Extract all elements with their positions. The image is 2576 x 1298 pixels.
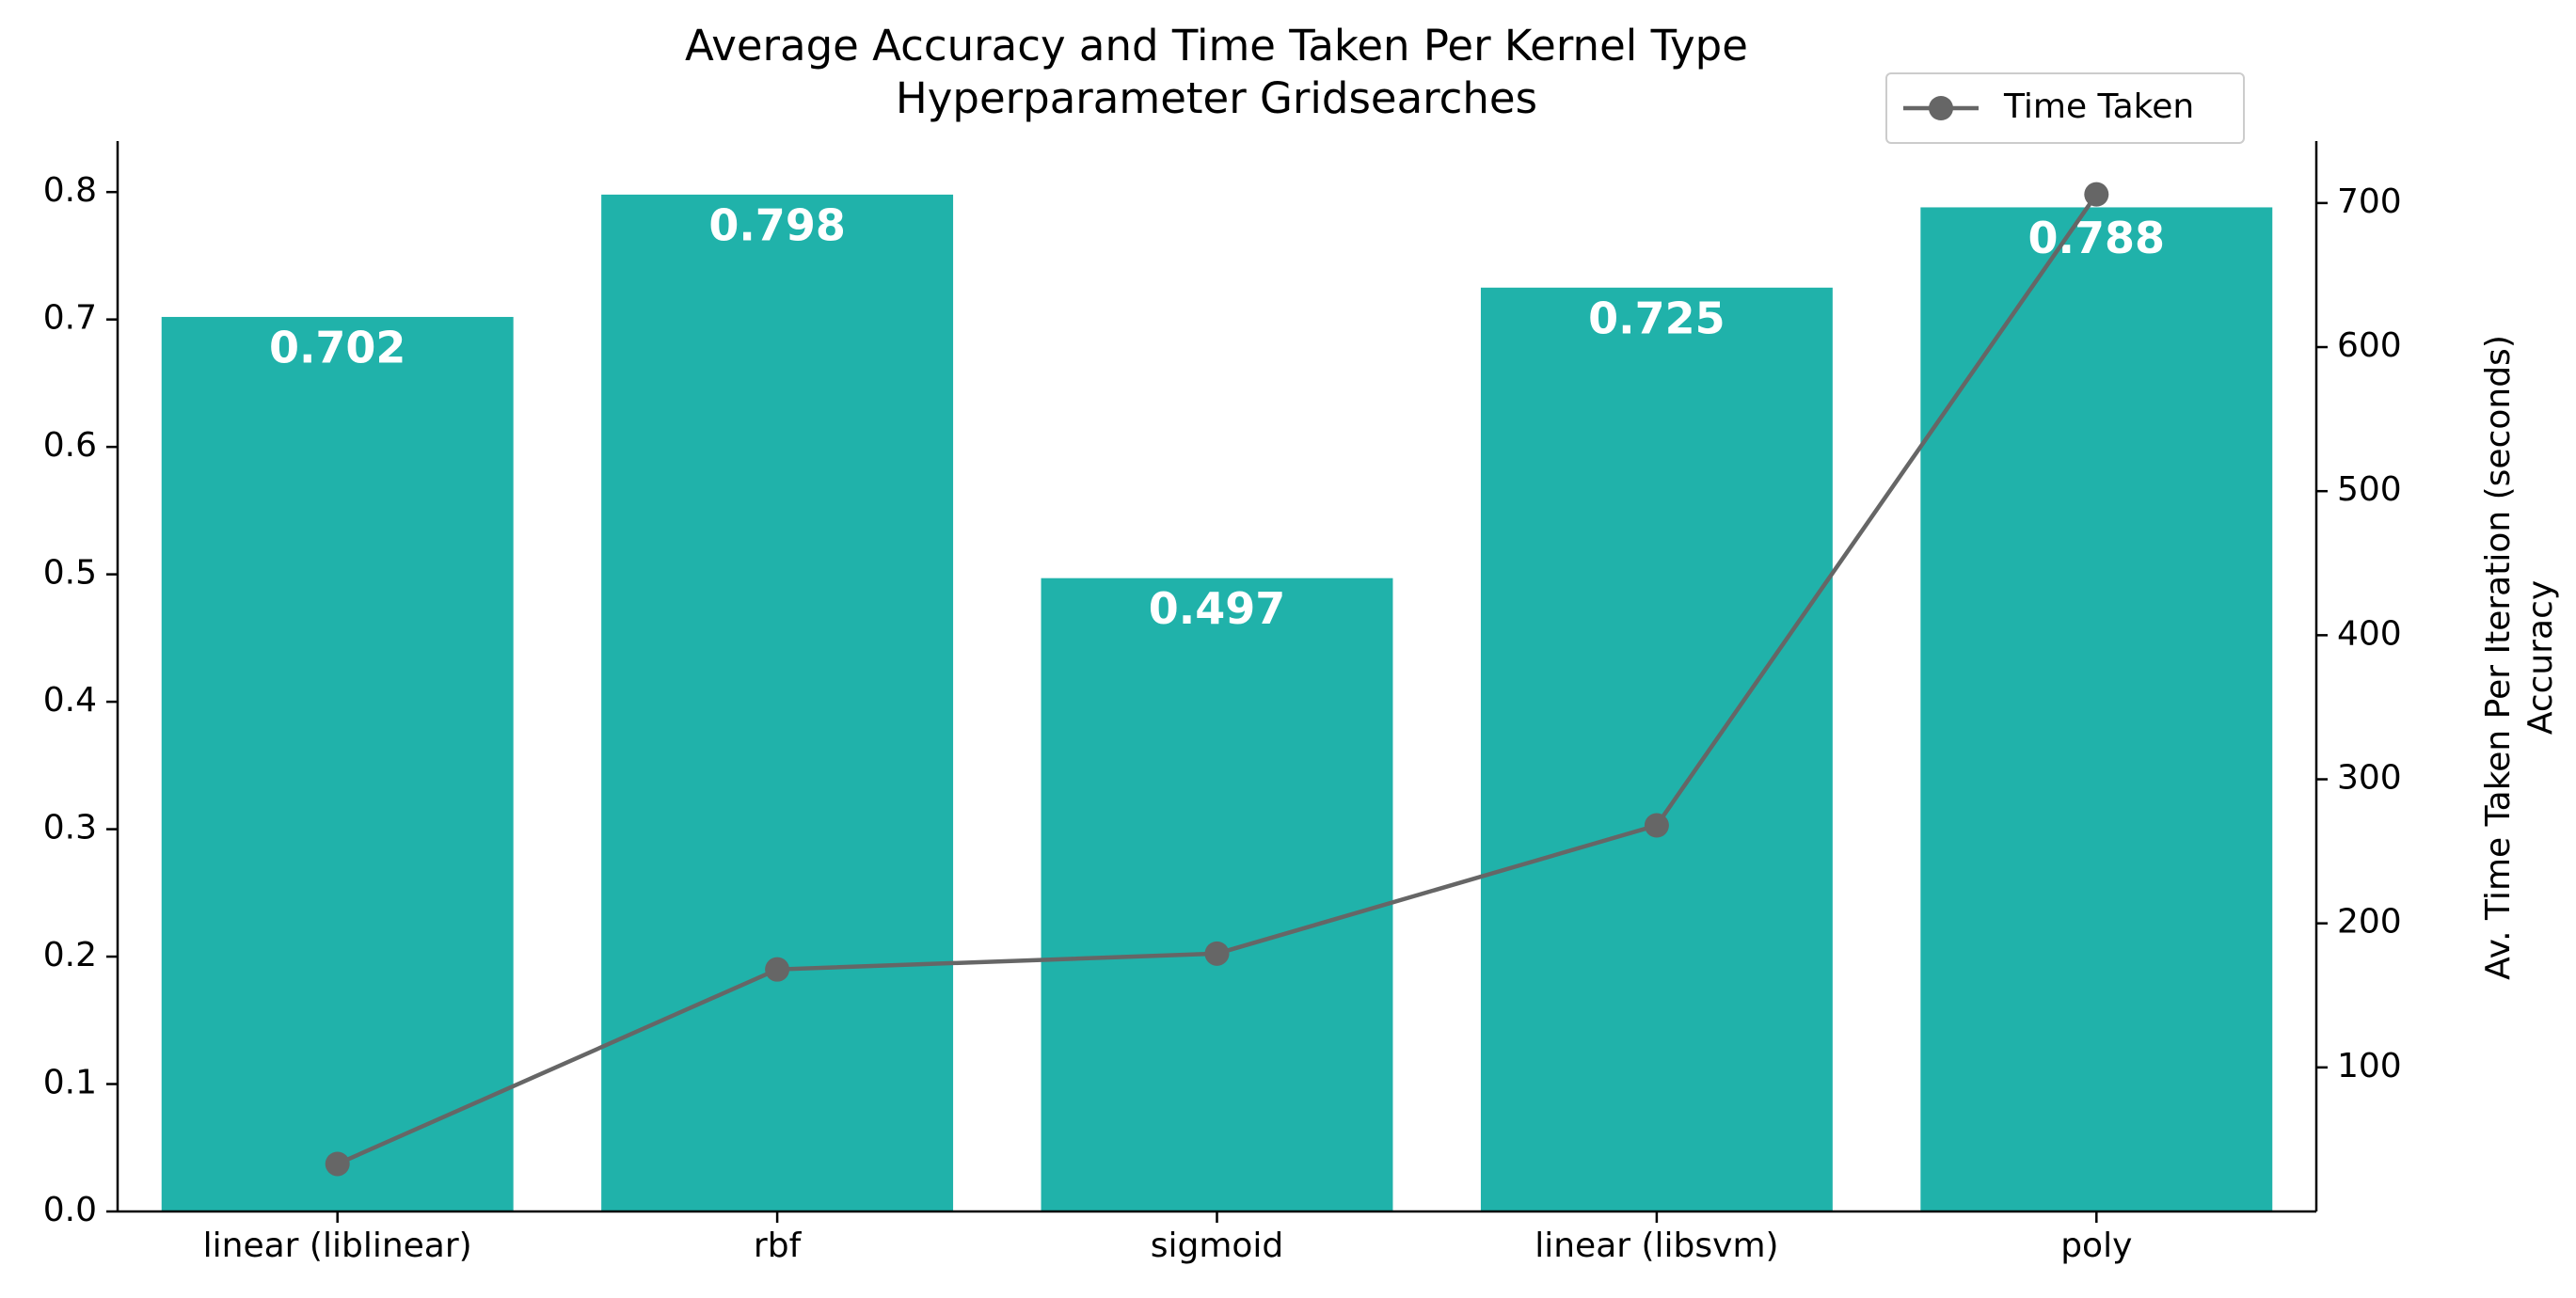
x-tick-label-4: poly (2060, 1227, 2132, 1265)
bar-value-label-3: 0.725 (1588, 293, 1725, 343)
right-axis-label: Av. Time Taken Per Iteration (seconds) Ac… (2479, 335, 2560, 980)
time-taken-point-2 (1204, 941, 1230, 966)
time-taken-point-4 (2084, 182, 2109, 207)
left-tick-label-3: 0.3 (43, 809, 97, 847)
legend: Time Taken (1885, 72, 2245, 144)
right-tick-label-3: 400 (2337, 614, 2402, 653)
left-tick-label-1: 0.1 (43, 1064, 97, 1102)
bar-3 (1480, 287, 1833, 1211)
chart-title: Average Accuracy and Time Taken Per Kern… (685, 21, 1748, 123)
legend-box (1885, 72, 2245, 144)
bar-labels-layer: 0.702 0.798 0.497 0.725 0.788 (269, 199, 2165, 634)
right-tick-label-5: 600 (2337, 326, 2402, 365)
bar-value-label-1: 0.798 (708, 199, 846, 250)
left-tick-label-8: 0.8 (43, 171, 97, 210)
right-axis-label-line-2: Accuracy (2521, 580, 2560, 735)
bars-layer (161, 194, 2273, 1211)
time-taken-point-0 (325, 1151, 350, 1177)
bar-1 (601, 194, 954, 1211)
chart-title-line-1: Average Accuracy and Time Taken Per Kern… (685, 21, 1748, 71)
chart-title-line-2: Hyperparameter Gridsearches (896, 73, 1537, 123)
left-tick-label-0: 0.0 (43, 1191, 97, 1229)
bar-4 (1920, 207, 2273, 1211)
left-tick-label-2: 0.2 (43, 936, 97, 974)
left-tick-label-5: 0.5 (43, 554, 97, 593)
left-tick-label-7: 0.7 (43, 299, 97, 338)
x-tick-label-1: rbf (754, 1227, 803, 1265)
bar-2 (1041, 578, 1393, 1211)
x-tick-label-2: sigmoid (1151, 1227, 1284, 1265)
left-tick-label-4: 0.4 (43, 681, 97, 720)
x-tick-label-3: linear (libsvm) (1534, 1227, 1778, 1265)
right-tick-label-2: 300 (2337, 759, 2402, 798)
time-taken-point-1 (765, 957, 790, 982)
left-tick-label-6: 0.6 (43, 426, 97, 465)
right-tick-label-0: 100 (2337, 1047, 2402, 1085)
bar-0 (161, 316, 514, 1211)
time-line-layer (325, 182, 2109, 1177)
right-axis-label-line-1: Av. Time Taken Per Iteration (seconds) (2479, 335, 2518, 980)
legend-label-time-taken: Time Taken (2003, 87, 2194, 126)
bar-value-label-2: 0.497 (1149, 583, 1286, 634)
time-taken-point-3 (1644, 813, 1669, 838)
bar-value-label-0: 0.702 (269, 322, 406, 372)
right-tick-label-1: 200 (2337, 903, 2402, 942)
x-tick-label-0: linear (liblinear) (203, 1227, 472, 1265)
axes-layer: 0.0 0.1 0.2 0.3 0.4 0.5 0.6 0.7 0.8 100 200 300 400 5… (43, 141, 2402, 1265)
right-tick-label-6: 700 (2337, 182, 2402, 221)
bar-value-label-4: 0.788 (2028, 213, 2166, 263)
right-tick-label-4: 500 (2337, 470, 2402, 509)
legend-marker-swatch (1929, 96, 1953, 120)
